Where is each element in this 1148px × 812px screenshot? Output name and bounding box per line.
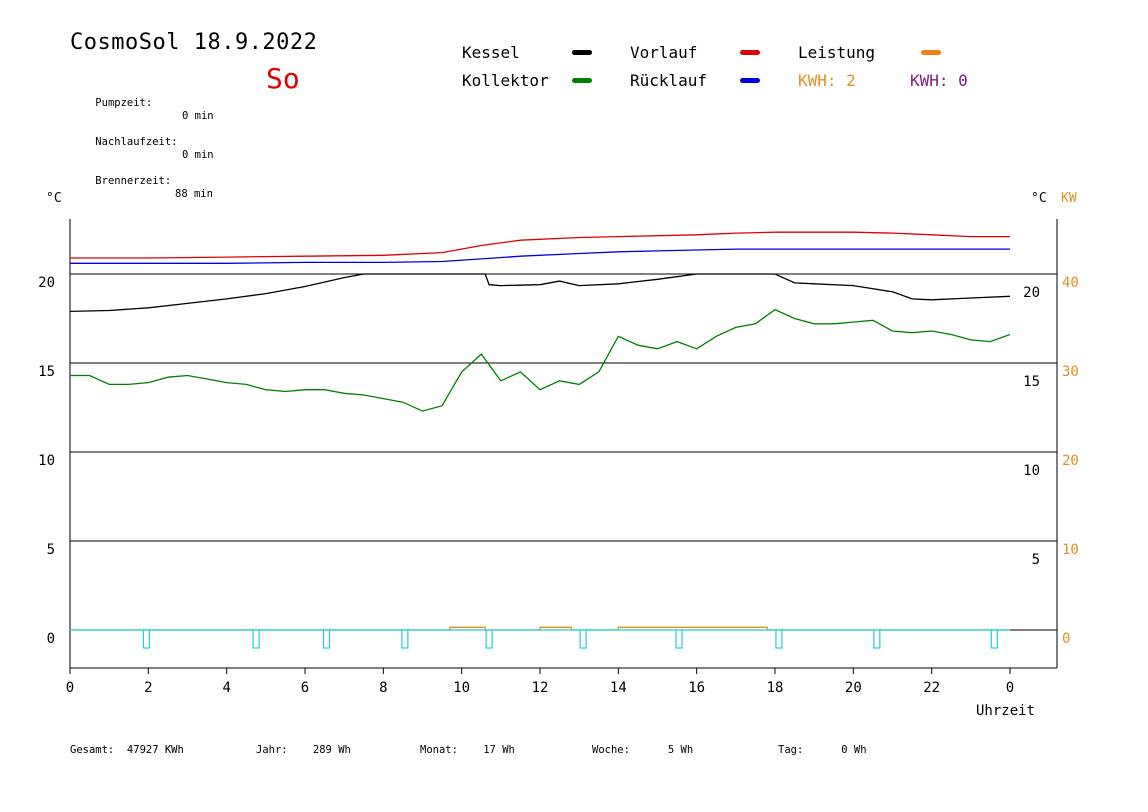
y-right-kw-tick-label: 20 [1062,453,1079,469]
summary-month: Monat: 17 Wh [420,744,515,756]
y-right-c-tick-label: 15 [1023,374,1040,390]
summary-total-value: 47927 KWh [126,744,184,756]
pump-event [322,629,331,649]
x-tick-label: 0 [66,680,74,696]
series-vorlauf [70,231,1010,259]
y-right-c-tick-label: 10 [1023,463,1040,479]
afterrun-time-row: Nachlaufzeit: 0 min [70,123,213,161]
kwh-solar: KWH: 2 [798,71,856,90]
x-tick-label: 2 [144,680,152,696]
pump-event [252,629,260,649]
legend-vorlauf: Vorlauf [630,43,698,62]
x-tick-label: 4 [222,680,230,696]
y-left-tick-label: 10 [38,453,55,469]
x-tick-label: 8 [379,680,387,696]
legend-vorlauf-swatch [740,50,760,55]
pump-time-value: 0 min [182,110,214,122]
legend-kessel-swatch [572,50,592,55]
pump-event [775,629,783,649]
series-kessel [69,273,1011,313]
summary-year-label: Jahr: [256,744,288,756]
summary-week: Woche: 5 Wh [592,744,693,756]
y-right-kw-tick-label: 0 [1062,631,1070,647]
runtime-info: Pumpzeit: 0 min Nachlaufzeit: 0 min Bren… [70,58,213,200]
series-leistung [70,626,1010,631]
burner-time-value: 88 min [175,188,213,200]
right-unit-c-label: °C [1031,191,1047,206]
y-left-tick-label: 5 [47,542,55,558]
legend-ruecklauf: Rücklauf [630,71,708,90]
y-left-tick-label: 20 [38,275,55,291]
pump-time-row: Pumpzeit: 0 min [70,84,213,122]
x-tick-label: 12 [532,680,549,696]
y-right-kw-tick-label: 40 [1062,275,1079,291]
x-axis-label: Uhrzeit [976,703,1035,719]
pump-event [990,629,998,649]
kwh-other: KWH: 0 [910,71,968,90]
page-title: CosmoSol 18.9.2022 [70,30,318,55]
x-tick-label: 22 [923,680,940,696]
x-tick-label: 16 [688,680,705,696]
y-right-c-tick-label: 20 [1023,285,1040,301]
summary-week-label: Woche: [592,744,630,756]
axes [69,219,1058,674]
legend-kollektor-swatch [572,78,592,83]
legend-kollektor: Kollektor [462,71,549,90]
series-lines [69,231,1011,631]
x-tick-label: 14 [610,680,627,696]
legend-ruecklauf-swatch [740,78,760,83]
series-kollektor [70,308,1011,412]
right-unit-kw-label: KW [1061,191,1077,206]
pump-event [873,629,881,649]
x-tick-label: 10 [453,680,470,696]
x-tick-label: 20 [845,680,862,696]
afterrun-time-label: Nachlaufzeit: [95,136,178,148]
summary-year: Jahr: 289 Wh [256,744,351,756]
temperature-chart: 0 2 4 6 8 10 12 14 16 18 20 22 0 Uhrzeit 0 5 10 15 20 5 10 15… [38,191,1079,719]
legend-leistung-swatch [921,50,941,55]
pump-time-label: Pumpzeit: [95,97,153,109]
pump-events [70,629,1010,649]
legend-leistung: Leistung [798,43,876,62]
summary-total-label: Gesamt: [70,744,115,756]
burner-time-row: Brennerzeit: 88 min [70,162,213,200]
series-rcklauf [70,248,1010,264]
axis-labels: 0 2 4 6 8 10 12 14 16 18 20 22 0 Uhrzeit 0 5 10 15 20 5 10 15… [38,191,1079,719]
summary-day-value: 0 Wh [841,744,867,756]
pump-event [579,629,587,649]
summary-month-value: 17 Wh [483,744,515,756]
summary-day: Tag: 0 Wh [778,744,867,756]
pump-event [142,629,150,649]
x-tick-label: 18 [767,680,784,696]
y-right-kw-tick-label: 30 [1062,364,1079,380]
summary-month-label: Monat: [420,744,458,756]
summary-day-label: Tag: [778,744,804,756]
legend-kessel: Kessel [462,43,520,62]
pump-event [485,629,493,649]
pump-event [675,629,683,649]
summary-year-value: 289 Wh [312,744,351,756]
x-tick-label: 0 [1006,680,1014,696]
y-right-c-tick-label: 5 [1032,552,1040,568]
y-left-tick-label: 15 [38,364,55,380]
y-left-tick-label: 0 [47,631,55,647]
pump-event [401,629,409,649]
summary-week-value: 5 Wh [667,744,694,756]
left-unit-label: °C [46,191,62,206]
afterrun-time-value: 0 min [182,149,214,161]
grid-lines [70,273,1057,631]
weekday-label: So [266,62,300,95]
x-tick-label: 6 [301,680,309,696]
y-right-kw-tick-label: 10 [1062,542,1079,558]
burner-time-label: Brennerzeit: [95,175,172,187]
summary-total: Gesamt: 47927 KWh [70,744,184,756]
